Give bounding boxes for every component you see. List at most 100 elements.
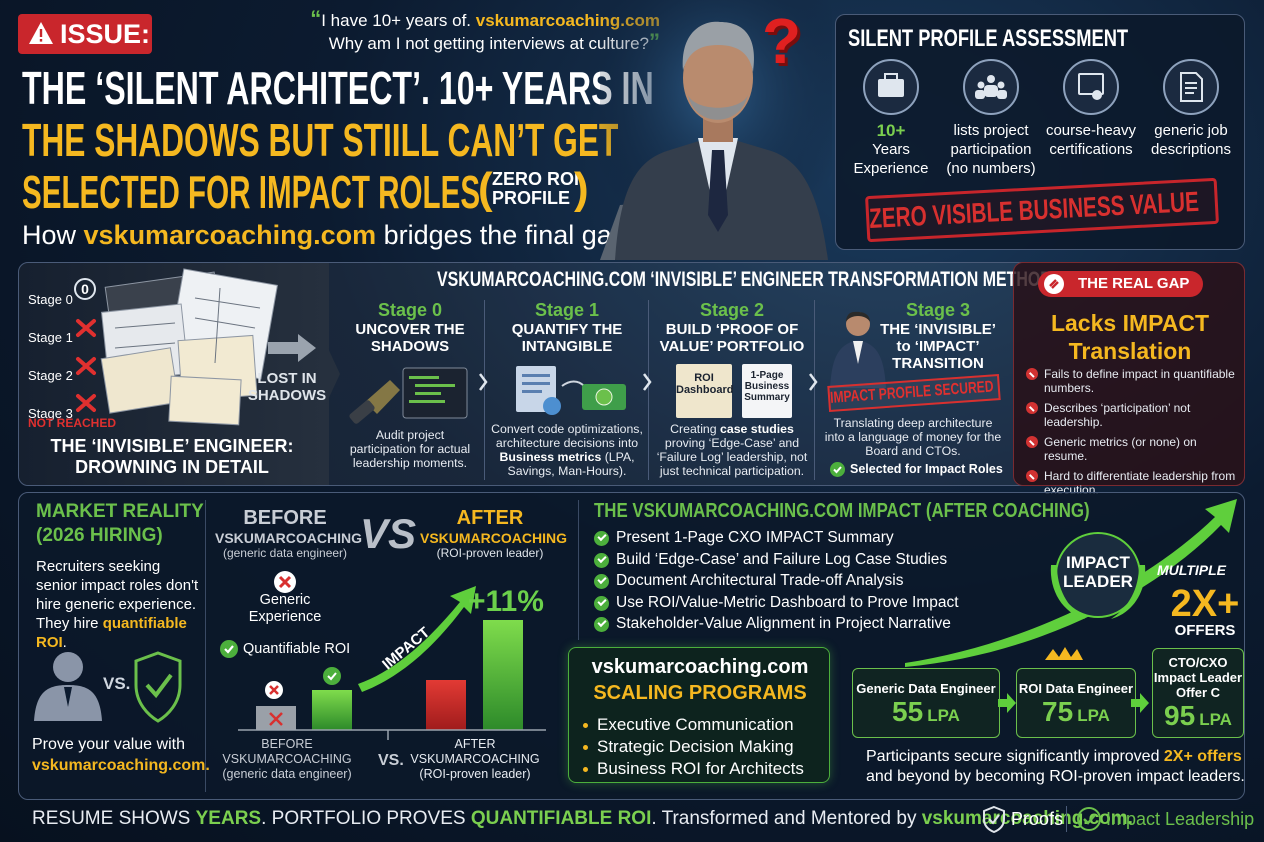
before-head: BEFORE VSKUMARCOACHING (generic data eng… xyxy=(215,507,362,560)
shape xyxy=(1185,87,1197,89)
methodology-title: VSKUMARCOACHING.COM ‘INVISIBLE’ ENGINEER… xyxy=(437,268,1110,291)
shape xyxy=(1063,59,1119,115)
paren: ( xyxy=(478,164,493,213)
shape xyxy=(100,347,180,414)
shape xyxy=(409,376,439,379)
text-line: Stakeholder-Value Alignment in Project N… xyxy=(594,613,959,635)
shape xyxy=(997,90,1007,99)
big-offer: 2X+ xyxy=(1170,583,1240,625)
shape xyxy=(415,392,441,395)
footer-leadership: Impact Leadership xyxy=(1106,809,1255,829)
text-segment: Audit project participation for actual l… xyxy=(349,428,471,470)
shape xyxy=(349,400,375,424)
text-line: SHADOWS xyxy=(370,338,450,355)
shape xyxy=(1050,565,1146,619)
shape xyxy=(479,373,818,391)
stage-desc: Audit project participation for actual l… xyxy=(342,428,478,470)
footer-text: RESUME SHOWS YEARS. PORTFOLIO PROVES QUA… xyxy=(32,808,1133,830)
role-title: CTO/CXO Impact Leader Offer C xyxy=(1153,655,1243,700)
text-line: Business ROI for Architects xyxy=(581,758,804,780)
shape xyxy=(426,680,466,730)
text-line: Stage 2 xyxy=(28,368,73,383)
shape xyxy=(984,85,998,97)
text-line: Years xyxy=(872,141,910,158)
text-line: QUANTIFY THE xyxy=(511,321,623,338)
assessment-item: lists project participation (no numbers) xyxy=(941,121,1041,178)
stage-x-marks xyxy=(76,319,96,412)
shape xyxy=(1045,647,1083,660)
stage-heading: QUANTIFY THE INTANGIBLE xyxy=(488,321,646,355)
leader-summary: Participants secure significantly improv… xyxy=(866,747,1248,787)
divider xyxy=(578,500,579,640)
text-segment: case studies xyxy=(720,422,794,436)
programs-list: Executive Communication Strategic Decisio… xyxy=(581,714,804,780)
stage-label: Stage 0 xyxy=(377,300,443,320)
shape xyxy=(76,394,96,412)
shape xyxy=(998,693,1149,713)
badge-text: ISSUE: xyxy=(60,19,151,49)
lost-label: LOST IN SHADOWS xyxy=(244,370,330,404)
check-icon xyxy=(830,462,845,477)
stage-desc: Convert code optimizations, architecture… xyxy=(490,422,644,478)
text-line: Executive Communication xyxy=(581,714,804,736)
text-line: Generic metrics (or none) on resume. xyxy=(1024,435,1240,463)
after-head: AFTER VSKUMARCOACHING (ROI-proven leader… xyxy=(420,507,567,560)
stage-card: Stage 3 THE ‘INVISIBLE’ to ‘IMPACT’ TRANSI… xyxy=(820,300,1006,480)
text-segment: RESUME SHOWS xyxy=(32,808,196,829)
text-line: Stage 3 xyxy=(28,406,73,421)
shape xyxy=(998,693,1016,713)
stage-label: Stage 3 xyxy=(905,300,971,320)
text-line: Experience xyxy=(853,160,929,177)
shape xyxy=(561,380,585,387)
shape xyxy=(409,376,455,403)
shape xyxy=(522,382,550,385)
text-line: Describes ‘participation’ not leadership… xyxy=(1024,401,1240,429)
text-line: certifications xyxy=(1049,141,1133,158)
comparison-illustration xyxy=(238,586,546,740)
text-line: BEFORE xyxy=(261,737,313,751)
text-segment: . xyxy=(62,634,67,651)
text-line: THE ‘INVISIBLE’ ENGINEER: xyxy=(50,436,294,456)
compare-vs: VS xyxy=(360,510,417,557)
chevron xyxy=(326,264,340,484)
text-segment: Participants secure significantly improv… xyxy=(866,748,1164,765)
market-vs: VS. xyxy=(103,674,131,693)
shape xyxy=(1049,279,1059,289)
stage-arrows xyxy=(479,373,818,391)
leader-icon xyxy=(830,311,886,388)
shape xyxy=(522,374,550,377)
issue-badge: ISSUE: xyxy=(18,14,152,54)
divider xyxy=(205,500,206,792)
shape xyxy=(114,287,261,364)
stage-heading: THE ‘INVISIBLE’ to ‘IMPACT’ TRANSITION xyxy=(820,321,1006,372)
divider: 95 LPA xyxy=(1153,700,1243,732)
shape xyxy=(846,312,870,336)
text-line: PROFILE xyxy=(492,188,571,208)
shape xyxy=(682,21,755,72)
paper-pile xyxy=(100,268,278,426)
shape xyxy=(977,81,985,89)
x-icon xyxy=(274,571,296,593)
divider xyxy=(484,300,485,480)
role-value: 95 xyxy=(1164,700,1196,731)
divider xyxy=(814,300,815,480)
shape xyxy=(1185,82,1197,84)
text-line: VALUE’ PORTFOLIO xyxy=(659,338,805,355)
selected-check: Selected for Impact Roles xyxy=(830,462,1003,477)
stage-card: Stage 0 UNCOVER THE SHADOWS Audit project… xyxy=(340,300,480,480)
shape xyxy=(312,690,352,730)
text-line: Stage 0 xyxy=(28,292,73,307)
market-text: Recruiters seeking senior impact roles d… xyxy=(36,557,202,652)
text-segment: vskumarcoaching.com xyxy=(83,220,377,250)
shape xyxy=(479,373,488,391)
divider: SELECTED FOR IMPACT ROLES xyxy=(22,168,926,216)
text-line: ZERO ROI xyxy=(492,169,580,189)
shape xyxy=(688,95,748,120)
role-unit: LPA xyxy=(1077,706,1110,725)
shape xyxy=(76,357,96,375)
shape xyxy=(39,29,43,37)
question-mark: ? xyxy=(762,5,802,77)
multiple: MULTIPLE xyxy=(1157,562,1226,578)
text-line: descriptions xyxy=(1150,141,1232,158)
shape xyxy=(268,334,316,362)
